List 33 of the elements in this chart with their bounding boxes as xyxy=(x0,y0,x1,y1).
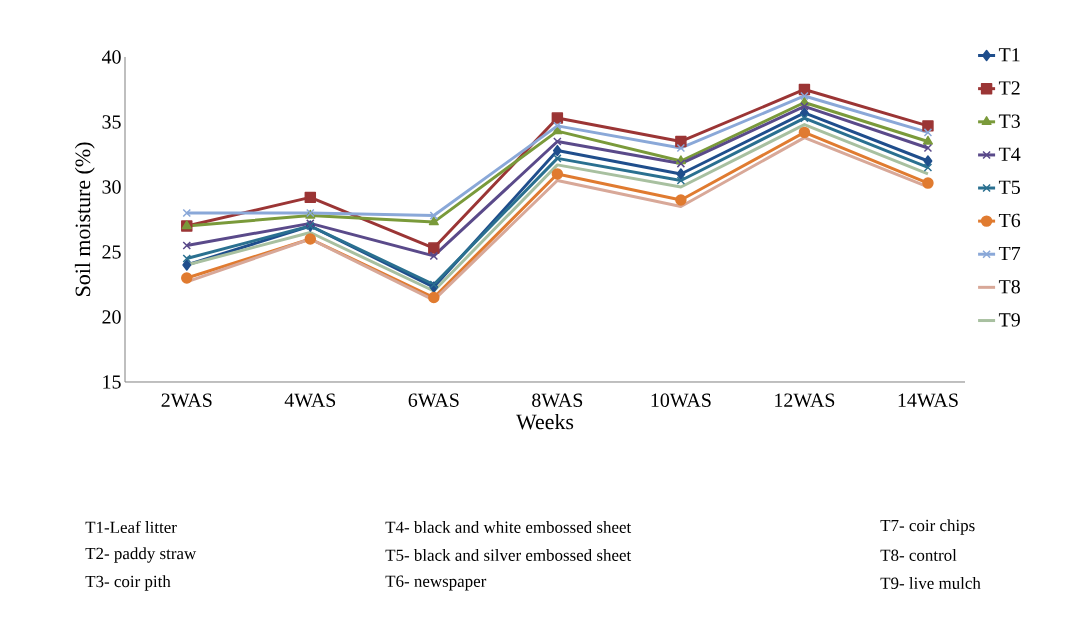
x-tick-label: 14WAS xyxy=(898,393,958,407)
text: T6- newspaper xyxy=(385,575,487,591)
text: T1-Leaf litter xyxy=(85,520,177,534)
legend-label: T3 xyxy=(998,114,1020,128)
legend-label: T5 xyxy=(998,180,1020,194)
text: T2- paddy straw xyxy=(85,547,197,563)
y-tick-label: 35 xyxy=(102,115,121,129)
text: T7- coir chips xyxy=(880,519,975,535)
y-tick-label: 30 xyxy=(102,180,121,194)
legend-label: T2 xyxy=(998,81,1020,95)
text: T5- black and silver embossed sheet xyxy=(385,549,632,561)
y-axis-title: Soil moisture (%) xyxy=(74,142,95,296)
x-axis-title: Weeks xyxy=(516,413,574,430)
x-tick-label: 2WAS xyxy=(161,393,212,407)
x-tick-label: 10WAS xyxy=(651,393,711,408)
x-tick-label: 6WAS xyxy=(408,393,459,407)
legend-label: T6 xyxy=(998,213,1021,228)
text: T9- live mulch xyxy=(880,577,981,589)
x-tick-label: 12WAS xyxy=(775,393,835,407)
text: T8- control xyxy=(880,549,957,561)
y-tick-label: 25 xyxy=(102,245,121,259)
x-tick-label: 4WAS xyxy=(284,393,336,407)
text: T4- black and white embossed sheet xyxy=(385,521,632,533)
y-tick-label: 15 xyxy=(103,375,121,389)
legend-label: T7 xyxy=(998,246,1021,260)
legend-label: T4 xyxy=(998,147,1021,161)
x-tick-label: 8WAS xyxy=(532,393,583,408)
y-tick-label: 40 xyxy=(101,50,121,64)
legend-label: T1 xyxy=(998,48,1020,62)
y-tick-label: 20 xyxy=(102,310,121,324)
legend-label: T9 xyxy=(998,313,1020,327)
text: T3- coir pith xyxy=(85,575,171,591)
legend-label: T8 xyxy=(998,279,1020,294)
